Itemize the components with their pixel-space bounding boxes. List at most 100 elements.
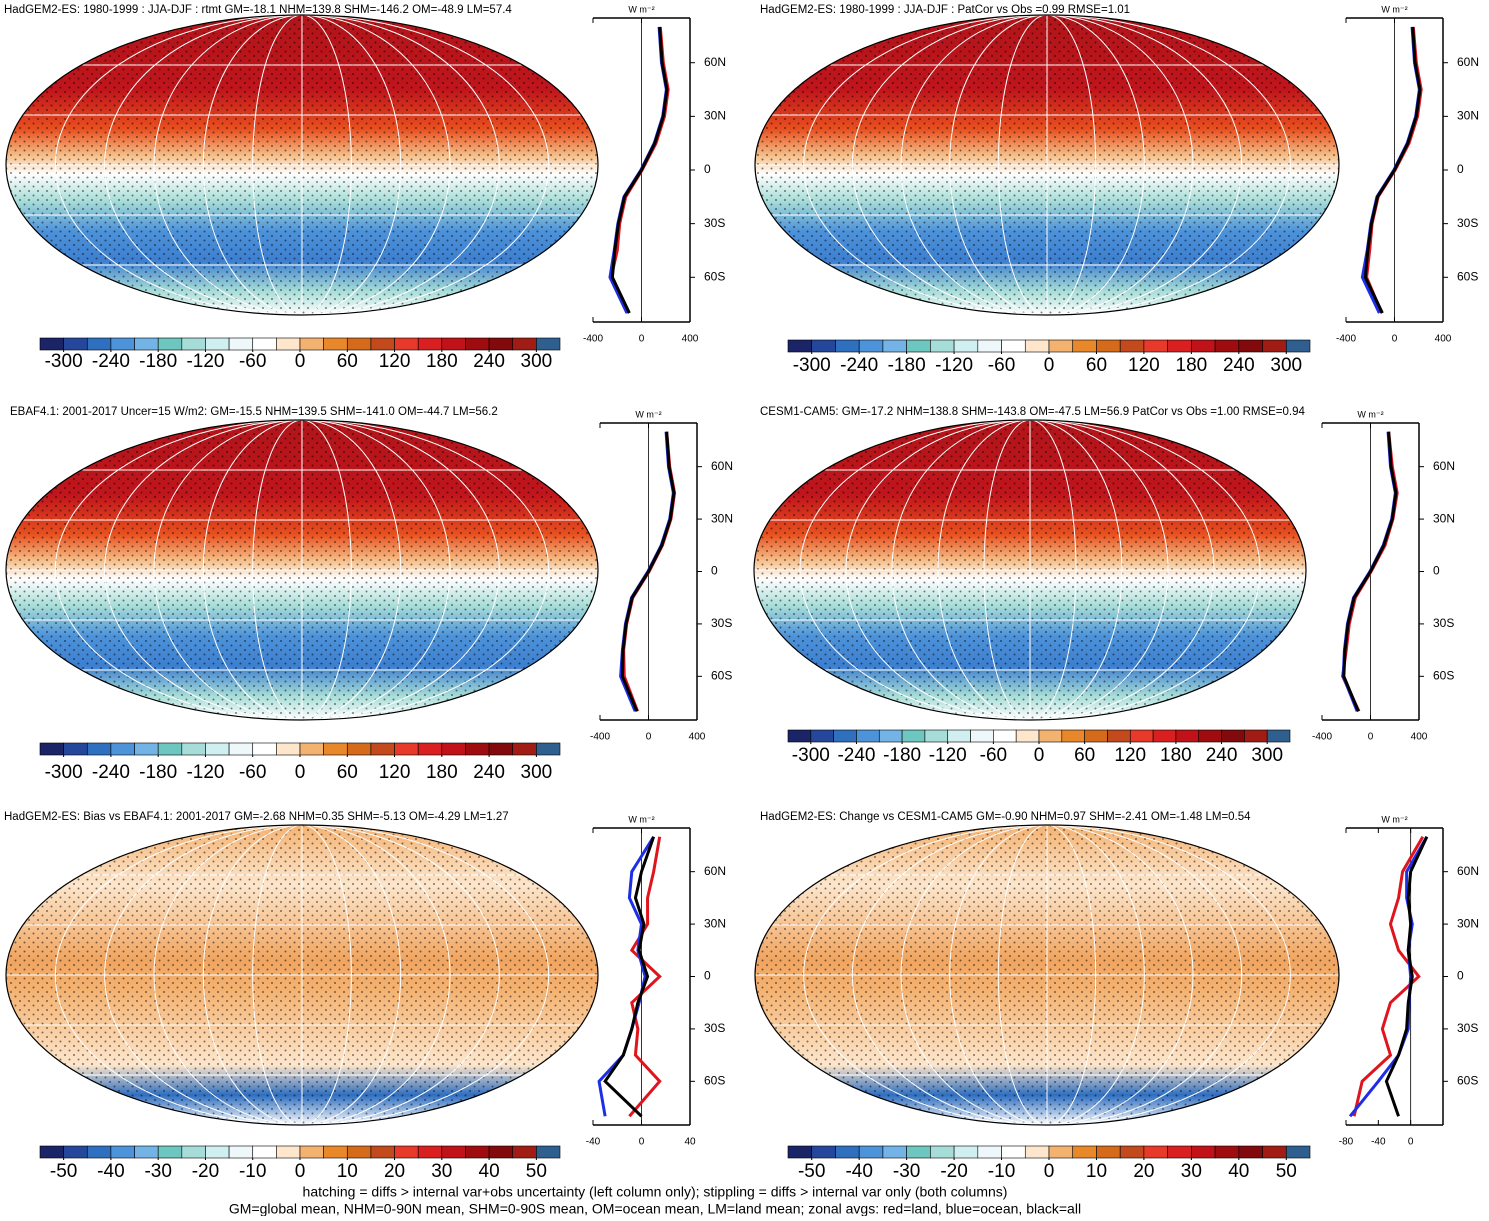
graticule	[1046, 14, 1097, 316]
colorbar-box	[1048, 1145, 1074, 1159]
colorbar-label: -180	[883, 745, 921, 766]
colorbar-label: -20	[192, 1161, 219, 1182]
colorbar-label: 20	[1133, 1161, 1154, 1182]
colorbar-box	[930, 1145, 955, 1159]
colorbar-label: 30	[431, 1161, 452, 1182]
colorbar-label: -50	[50, 1161, 77, 1182]
colorbar-label: -300	[45, 351, 83, 372]
graticule	[301, 419, 550, 721]
colorbar-label: 50	[526, 1161, 547, 1182]
colorbar-box	[1214, 1145, 1240, 1159]
colorbar-label: -300	[45, 762, 83, 783]
colorbar-box	[856, 729, 880, 743]
graticule	[799, 419, 1031, 721]
graticule	[1029, 419, 1077, 721]
colorbar-box	[276, 337, 301, 351]
y-tick-label: 30S	[1457, 216, 1478, 230]
colorbar-label: -300	[793, 355, 831, 376]
unit-label: W m⁻²	[635, 409, 661, 419]
colorbar-label: 240	[1223, 355, 1255, 376]
colorbar-box	[39, 742, 64, 756]
colorbar-label: 60	[1086, 355, 1107, 376]
colorbar-box	[1167, 1145, 1192, 1159]
colorbar-box	[323, 1145, 348, 1159]
colorbar-box	[488, 1145, 514, 1159]
colorbar-label: 240	[473, 762, 505, 783]
unit-label: W m⁻²	[1381, 814, 1407, 824]
colorbar-box	[787, 339, 813, 353]
graticule	[1046, 14, 1243, 316]
map-border	[754, 14, 1340, 316]
colorbar-label: 120	[379, 762, 411, 783]
unit-label: W m⁻²	[1381, 4, 1407, 14]
colorbar-label: 180	[426, 351, 458, 372]
graticule	[845, 419, 1031, 721]
colorbar-label: 60	[337, 351, 358, 372]
colorbar-label: 300	[1270, 355, 1302, 376]
colorbar-box	[1048, 339, 1074, 353]
colorbar-box	[370, 742, 395, 756]
colorbar-label: -300	[792, 745, 830, 766]
colorbar-label: -180	[139, 762, 177, 783]
colorbar-box	[1119, 1145, 1145, 1159]
colorbar-box	[1024, 1145, 1050, 1159]
graticule	[252, 419, 303, 721]
graticule	[104, 824, 303, 1126]
colorbar-label: -120	[929, 745, 967, 766]
colorbar-label: 40	[479, 1161, 500, 1182]
y-tick-label: 60S	[1457, 269, 1478, 283]
colorbar-label: 20	[384, 1161, 405, 1182]
colorbar-label: 0	[295, 1161, 306, 1182]
map-border	[5, 14, 599, 316]
colorbar-box	[417, 337, 443, 351]
colorbar-box	[1221, 729, 1245, 743]
colorbar-box	[1198, 729, 1222, 743]
map-border	[5, 824, 599, 1126]
colorbar-box	[63, 337, 88, 351]
panel: HadGEM2-ES: 1980-1999 : JJA-DJF : rtmt G…	[4, 4, 726, 372]
colorbar-box	[441, 337, 466, 351]
colorbar-box	[993, 729, 1017, 743]
zonal-line	[1342, 431, 1398, 712]
x-tick-label: 0	[1368, 732, 1374, 743]
x-tick-label: -80	[1339, 1137, 1354, 1148]
colorbar-box	[465, 742, 490, 756]
colorbar-box	[63, 742, 88, 756]
colorbar-box	[39, 1145, 64, 1159]
colorbar-box	[924, 729, 949, 743]
graticule	[202, 824, 303, 1126]
colorbar-box	[252, 337, 277, 351]
panel-title: HadGEM2-ES: 1980-1999 : JJA-DJF : PatCor…	[760, 4, 1130, 16]
colorbar-box	[1084, 729, 1108, 743]
colorbar-box	[1175, 729, 1200, 743]
graticule	[153, 824, 303, 1126]
graticule	[1046, 824, 1243, 1126]
colorbar-box	[512, 1145, 537, 1159]
colorbar-box	[228, 1145, 254, 1159]
colorbar-box	[536, 337, 561, 351]
colorbar-box	[488, 742, 514, 756]
y-tick-label: 0	[704, 162, 711, 176]
colorbar-box	[878, 729, 903, 743]
colorbar-label: 120	[1128, 355, 1160, 376]
colorbar-label: -180	[139, 351, 177, 372]
unit-label: W m⁻²	[1357, 409, 1383, 419]
graticule	[104, 419, 303, 721]
colorbar-box	[787, 1145, 813, 1159]
graticule	[202, 14, 303, 316]
colorbar-box	[1096, 1145, 1121, 1159]
colorbar-box	[835, 339, 860, 353]
y-tick-label: 60N	[704, 55, 726, 69]
colorbar-box	[157, 742, 183, 756]
colorbar-label: 60	[337, 762, 358, 783]
graticule	[54, 824, 303, 1126]
graticule	[104, 14, 303, 316]
graticule	[1029, 419, 1123, 721]
y-tick-label: 60N	[1457, 864, 1479, 878]
colorbar-box	[1191, 1145, 1216, 1159]
y-tick-label: 30N	[704, 916, 726, 930]
colorbar-box	[953, 1145, 979, 1159]
colorbar-box	[488, 337, 514, 351]
y-tick-label: 0	[704, 969, 711, 983]
colorbar-box	[1119, 339, 1145, 353]
